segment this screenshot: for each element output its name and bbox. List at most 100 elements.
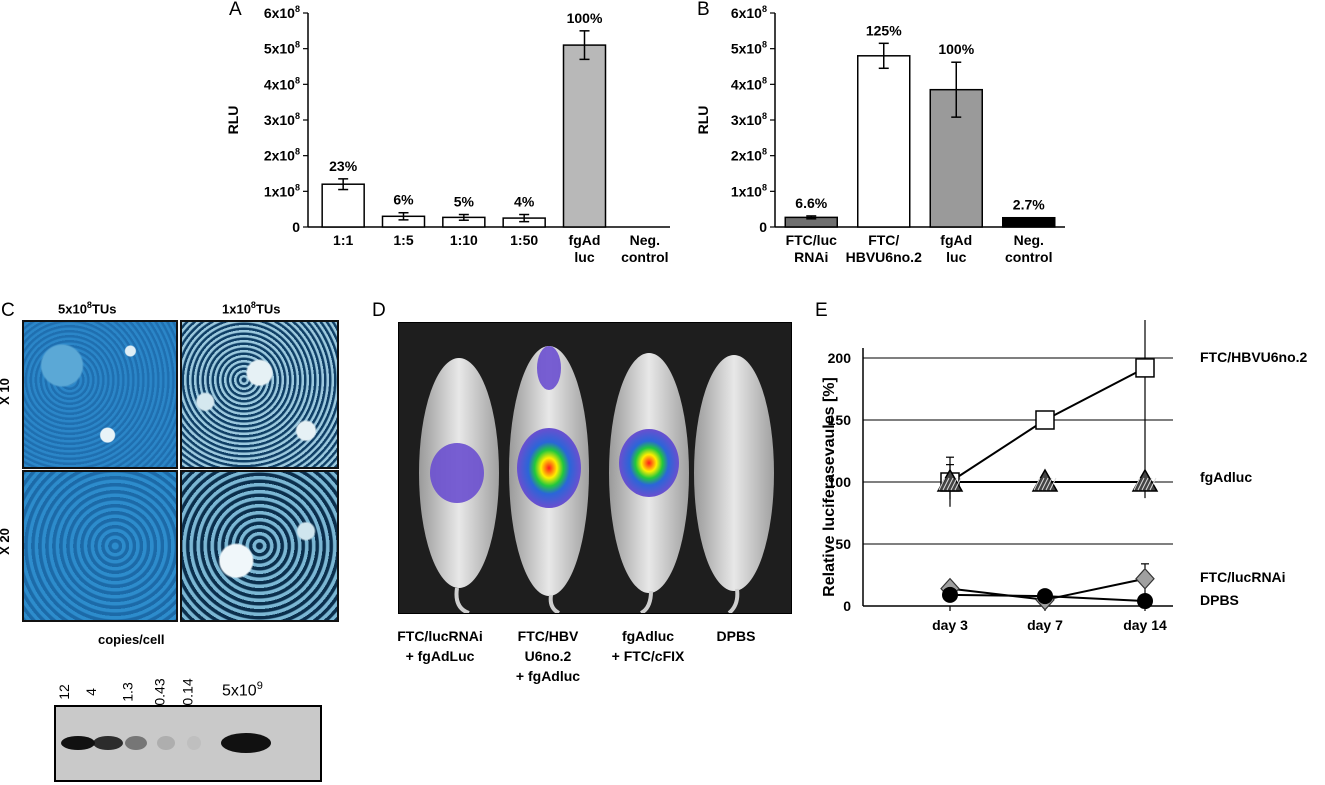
y-axis-label: RLU bbox=[695, 106, 711, 135]
series-name-label: FTC/HBVU6no.2 bbox=[1200, 349, 1308, 365]
blot-lane-label: 0.14 bbox=[179, 678, 196, 706]
panel-d-caption: DPBS bbox=[717, 626, 756, 646]
blot-lane-label: 12 bbox=[55, 684, 72, 700]
series-name-label: fgAdluc bbox=[1200, 469, 1252, 485]
blot-band bbox=[157, 736, 175, 750]
triangle-hatch bbox=[1145, 477, 1153, 491]
y-tick-label: 0 bbox=[292, 219, 300, 235]
y-tick-label: 2x108 bbox=[731, 147, 767, 164]
blot-band bbox=[125, 736, 147, 750]
blot-lane-label: 4 bbox=[82, 688, 99, 696]
panel-d-caption: fgAdluc + FTC/cFIX bbox=[612, 626, 685, 666]
data-label: 5% bbox=[454, 194, 475, 210]
mouse-3 bbox=[609, 353, 689, 615]
y-tick-label: 3x108 bbox=[731, 111, 767, 128]
data-marker-triangle bbox=[1131, 468, 1159, 492]
micrograph-1e8-x20 bbox=[180, 470, 339, 622]
blot-lane-label: 1.3 bbox=[119, 682, 136, 702]
blot-lane-label: 0.43 bbox=[151, 678, 168, 706]
data-marker-circle bbox=[1037, 588, 1053, 605]
panel-d-caption-line: fgAdluc bbox=[621, 628, 675, 644]
mice-svg bbox=[419, 346, 774, 615]
y-tick-label: 0 bbox=[759, 219, 767, 235]
data-marker-square bbox=[1135, 358, 1155, 378]
y-tick-label: 6x108 bbox=[731, 4, 767, 21]
x-tick-label: 1:50 bbox=[510, 232, 538, 248]
triangle-hatch bbox=[938, 477, 946, 491]
x-tick-label: Neg. bbox=[630, 232, 660, 248]
bar bbox=[929, 88, 983, 228]
triangle-hatch bbox=[1049, 477, 1057, 491]
data-marker-diamond bbox=[1135, 567, 1155, 590]
x-tick-label: 1:1 bbox=[333, 232, 353, 248]
x-tick-label: fgAd bbox=[569, 232, 601, 248]
blot-last-lane-label: 5x109 bbox=[222, 680, 263, 700]
panel-d-caption-line: + fgAdLuc bbox=[405, 648, 475, 664]
panel-letter-c: C bbox=[1, 300, 15, 321]
series-name-label: FTC/lucRNAi bbox=[1200, 569, 1286, 585]
data-label: 23% bbox=[329, 158, 358, 174]
data-marker-square bbox=[1035, 410, 1055, 430]
x-tick-label: control bbox=[621, 249, 668, 265]
y-tick-label: 50 bbox=[835, 536, 851, 552]
x-tick-label: 1:5 bbox=[393, 232, 413, 248]
bar bbox=[321, 183, 365, 228]
data-marker-triangle bbox=[1031, 468, 1059, 492]
data-label: 100% bbox=[938, 41, 974, 57]
triangle-hatch bbox=[1137, 477, 1145, 491]
triangle-hatch bbox=[1033, 477, 1041, 491]
x-tick-label: Neg. bbox=[1014, 232, 1044, 248]
bar bbox=[857, 55, 911, 228]
panel-d-caption: FTC/HBV U6no.2 + fgAdluc bbox=[516, 626, 580, 686]
mouse-1 bbox=[419, 358, 499, 615]
panel-c-col-header-2: 1x108TUs bbox=[222, 300, 281, 317]
data-label: 6% bbox=[393, 192, 414, 208]
panel-c-col-header-1: 5x108TUs bbox=[58, 300, 117, 317]
bioluminescence-image bbox=[398, 322, 792, 615]
y-tick-label: 2x108 bbox=[264, 147, 300, 164]
copies-per-cell-title: copies/cell bbox=[98, 632, 165, 647]
data-label: 2.7% bbox=[1013, 197, 1045, 213]
x-tick-label: 1:10 bbox=[450, 232, 478, 248]
x-tick-label: day 3 bbox=[932, 617, 968, 633]
x-tick-label: luc bbox=[946, 249, 966, 265]
chart-a: 0 1x108 2x108 3x108 4x108 5x108 6x108 RLU 23% 1:1… bbox=[225, 4, 670, 265]
mouse-2 bbox=[509, 346, 589, 615]
y-axis-label: Relative luciferasevaules [%] bbox=[821, 377, 838, 597]
x-tick-label: control bbox=[1005, 249, 1052, 265]
panel-c-row-header-1: X 10 bbox=[0, 378, 12, 405]
data-label: 4% bbox=[514, 194, 535, 210]
y-tick-label: 200 bbox=[828, 350, 852, 366]
chart-e: 0 50 100 150 200 day 3 day 7 day 14 Relative luc… bbox=[821, 320, 1308, 633]
blot-band bbox=[61, 736, 95, 750]
x-tick-label: day 14 bbox=[1123, 617, 1167, 633]
bar bbox=[1002, 216, 1056, 228]
micrograph-1e8-x10 bbox=[180, 320, 339, 469]
micrograph-5e8-x10 bbox=[22, 320, 178, 469]
y-tick-label: 100 bbox=[828, 474, 852, 490]
triangle-hatch bbox=[954, 477, 962, 491]
western-blot-image bbox=[54, 705, 322, 782]
x-tick-label: FTC/ bbox=[868, 232, 899, 248]
y-axis-label: RLU bbox=[225, 106, 241, 135]
panel-letter-e: E bbox=[815, 300, 828, 321]
blot-band bbox=[93, 736, 123, 750]
triangle-hatch bbox=[1041, 477, 1049, 491]
blot-band bbox=[221, 733, 271, 753]
data-marker-circle bbox=[942, 586, 958, 603]
y-tick-label: 6x108 bbox=[264, 4, 300, 21]
y-tick-label: 0 bbox=[843, 598, 851, 614]
y-tick-label: 150 bbox=[828, 412, 852, 428]
panel-letter-b: B bbox=[697, 0, 710, 20]
triangle-hatch bbox=[942, 477, 950, 491]
series-name-label: DPBS bbox=[1200, 592, 1239, 608]
mouse-4 bbox=[694, 355, 774, 615]
x-tick-label: fgAd bbox=[940, 232, 972, 248]
y-tick-label: 1x108 bbox=[264, 182, 300, 199]
triangle-hatch bbox=[1141, 477, 1149, 491]
panel-d-caption-line: FTC/HBV bbox=[517, 628, 579, 644]
panel-d-caption-line: + FTC/cFIX bbox=[611, 648, 685, 664]
panel-d-caption-line: U6no.2 bbox=[524, 648, 572, 664]
triangle-hatch bbox=[950, 477, 958, 491]
blot-band bbox=[187, 736, 201, 750]
